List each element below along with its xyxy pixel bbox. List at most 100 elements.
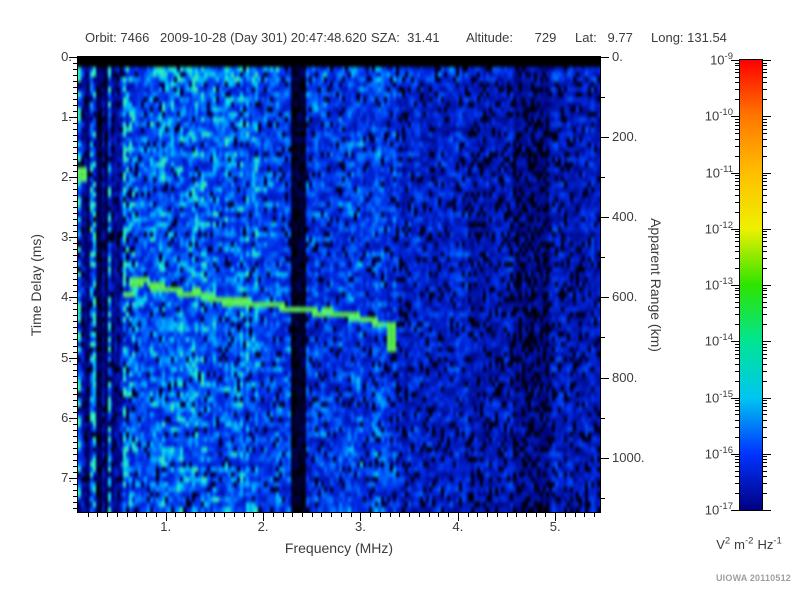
colorbar-minor-tick <box>735 181 739 182</box>
x-minor-tick <box>244 513 245 517</box>
colorbar-minor-tick <box>735 344 739 345</box>
colorbar-minor-tick <box>763 99 767 100</box>
y-minor-tick <box>73 424 77 425</box>
colorbar-minor-tick <box>735 290 739 291</box>
range-minor-tick <box>601 177 605 178</box>
colorbar-major-tick <box>763 285 771 286</box>
colorbar-minor-tick <box>763 456 767 457</box>
x-minor-tick <box>536 513 537 517</box>
colorbar-minor-tick <box>763 466 767 467</box>
y-minor-tick <box>73 63 77 64</box>
x-minor-tick <box>584 513 585 517</box>
y-minor-tick <box>73 189 77 190</box>
y-minor-tick <box>73 333 77 334</box>
colorbar-minor-tick <box>735 237 739 238</box>
x-minor-tick <box>370 513 371 517</box>
colorbar-minor-tick <box>735 294 739 295</box>
colorbar-minor-tick <box>763 288 767 289</box>
colorbar-minor-tick <box>763 371 767 372</box>
x-tick-label: 2. <box>257 519 269 534</box>
colorbar-major-tick <box>731 341 739 342</box>
x-major-tick <box>263 513 264 521</box>
y-minor-tick <box>73 255 77 256</box>
colorbar-minor-tick <box>763 122 767 123</box>
y-tick-label: 3. <box>61 229 72 245</box>
x-minor-tick <box>419 513 420 517</box>
colorbar-major-tick <box>731 116 739 117</box>
colorbar-minor-tick <box>735 241 739 242</box>
x-minor-tick <box>234 513 235 517</box>
colorbar-minor-tick <box>763 202 767 203</box>
colorbar-tick-label: 10-12 <box>704 219 733 237</box>
colorbar-minor-tick <box>763 69 767 70</box>
x-minor-tick <box>448 513 449 517</box>
y-minor-tick <box>73 141 77 142</box>
y-minor-tick <box>73 466 77 467</box>
x-minor-tick <box>438 513 439 517</box>
y-minor-tick <box>73 388 77 389</box>
colorbar-minor-tick <box>735 178 739 179</box>
y-minor-tick <box>73 261 77 262</box>
colorbar-minor-tick <box>735 462 739 463</box>
colorbar-minor-tick <box>763 82 767 83</box>
colorbar-minor-tick <box>735 400 739 401</box>
y-tick-label: 0. <box>61 49 72 64</box>
y-minor-tick <box>73 285 77 286</box>
y-minor-tick <box>73 183 77 184</box>
colorbar-minor-tick <box>763 181 767 182</box>
x-minor-tick <box>214 513 215 517</box>
y-minor-tick <box>73 309 77 310</box>
y-major-tick <box>69 117 77 118</box>
colorbar-minor-tick <box>763 241 767 242</box>
colorbar-major-tick <box>763 341 771 342</box>
x-minor-tick <box>477 513 478 517</box>
y-minor-tick <box>73 370 77 371</box>
y-minor-tick <box>73 400 77 401</box>
range-tick-label: 600. <box>612 289 638 305</box>
colorbar-minor-tick <box>763 156 767 157</box>
x-tick-label: 3. <box>355 519 366 534</box>
x-minor-tick <box>497 513 498 517</box>
header-long: Long: 131.54 <box>651 30 727 45</box>
y-minor-tick <box>73 111 77 112</box>
colorbar-major-tick <box>763 510 771 511</box>
colorbar-minor-tick <box>763 493 767 494</box>
colorbar-minor-tick <box>735 65 739 66</box>
colorbar-major-tick <box>763 116 771 117</box>
range-tick-label: 1000. <box>612 449 645 465</box>
colorbar-minor-tick <box>763 178 767 179</box>
colorbar-minor-tick <box>735 195 739 196</box>
colorbar <box>739 59 763 511</box>
x-minor-tick <box>312 513 313 517</box>
y-minor-tick <box>73 159 77 160</box>
colorbar-major-tick <box>763 173 771 174</box>
y-axis-label-left: Time Delay (ms) <box>28 233 44 337</box>
x-minor-tick <box>468 513 469 517</box>
colorbar-minor-tick <box>763 302 767 303</box>
range-major-tick <box>601 297 609 298</box>
colorbar-major-tick <box>731 60 739 61</box>
colorbar-minor-tick <box>735 302 739 303</box>
colorbar-minor-tick <box>735 231 739 232</box>
y-minor-tick <box>73 123 77 124</box>
range-minor-tick <box>601 498 605 499</box>
colorbar-minor-tick <box>763 427 767 428</box>
y-minor-tick <box>73 508 77 509</box>
colorbar-minor-tick <box>763 364 767 365</box>
x-minor-tick <box>175 513 176 517</box>
colorbar-minor-tick <box>735 125 739 126</box>
range-major-tick <box>601 217 609 218</box>
colorbar-minor-tick <box>735 268 739 269</box>
y-minor-tick <box>73 382 77 383</box>
colorbar-minor-tick <box>735 427 739 428</box>
colorbar-minor-tick <box>735 314 739 315</box>
y-minor-tick <box>73 436 77 437</box>
colorbar-minor-tick <box>763 471 767 472</box>
x-minor-tick <box>507 513 508 517</box>
y-tick-label: 1. <box>61 109 72 125</box>
y-minor-tick <box>73 129 77 130</box>
y-minor-tick <box>73 279 77 280</box>
x-minor-tick <box>107 513 108 517</box>
colorbar-minor-tick <box>763 133 767 134</box>
colorbar-minor-tick <box>763 89 767 90</box>
